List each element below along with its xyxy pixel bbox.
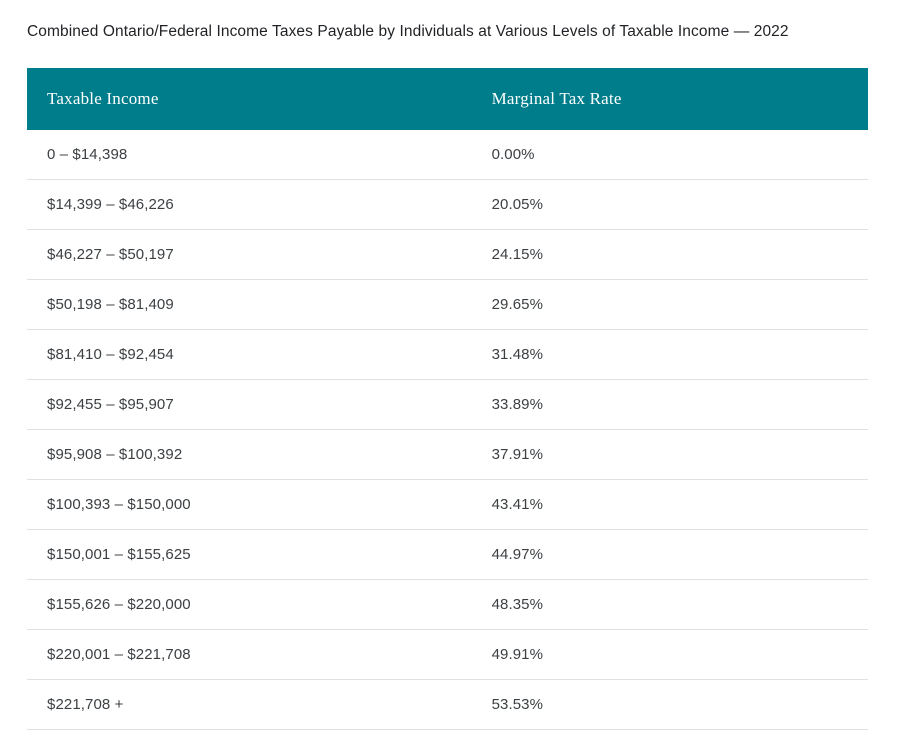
table-row: $81,410 – $92,454 31.48%: [27, 329, 868, 380]
taxable-income-cell: $92,455 – $95,907: [27, 379, 472, 430]
table-row: $46,227 – $50,197 24.15%: [27, 229, 868, 280]
table-row: $221,708 + 53.53%: [27, 679, 868, 730]
taxable-income-cell: $50,198 – $81,409: [27, 279, 472, 330]
taxable-income-cell: $155,626 – $220,000: [27, 579, 472, 630]
marginal-tax-rate-cell: 33.89%: [471, 379, 868, 430]
table-row: $95,908 – $100,392 37.91%: [27, 429, 868, 480]
table-row: $155,626 – $220,000 48.35%: [27, 579, 868, 630]
marginal-tax-rate-cell: 53.53%: [471, 679, 868, 730]
column-header-taxable-income: Taxable Income: [27, 68, 472, 130]
marginal-tax-rate-cell: 31.48%: [471, 329, 868, 380]
table-row: $14,399 – $46,226 20.05%: [27, 179, 868, 230]
page-title: Combined Ontario/Federal Income Taxes Pa…: [27, 23, 789, 40]
marginal-tax-rate-cell: 37.91%: [471, 429, 868, 480]
taxable-income-cell: $95,908 – $100,392: [27, 429, 472, 480]
marginal-tax-rate-cell: 29.65%: [471, 279, 868, 330]
table-row: 0 – $14,398 0.00%: [27, 130, 868, 180]
table-head: Taxable Income Marginal Tax Rate: [27, 68, 868, 130]
table-row: $92,455 – $95,907 33.89%: [27, 379, 868, 430]
page: Combined Ontario/Federal Income Taxes Pa…: [27, 23, 868, 730]
taxable-income-cell: $81,410 – $92,454: [27, 329, 472, 380]
taxable-income-cell: $221,708 +: [27, 679, 472, 730]
column-header-marginal-tax-rate: Marginal Tax Rate: [471, 68, 868, 130]
taxable-income-cell: $220,001 – $221,708: [27, 629, 472, 680]
marginal-tax-rate-cell: 43.41%: [471, 479, 868, 530]
table-row: $50,198 – $81,409 29.65%: [27, 279, 868, 330]
marginal-tax-rate-cell: 20.05%: [471, 179, 868, 230]
taxable-income-cell: $150,001 – $155,625: [27, 529, 472, 580]
table-header-row: Taxable Income Marginal Tax Rate: [27, 68, 868, 130]
table-row: $150,001 – $155,625 44.97%: [27, 529, 868, 580]
taxable-income-cell: $100,393 – $150,000: [27, 479, 472, 530]
taxable-income-cell: 0 – $14,398: [27, 130, 472, 180]
marginal-tax-rate-cell: 44.97%: [471, 529, 868, 580]
table-row: $220,001 – $221,708 49.91%: [27, 629, 868, 680]
table-row: $100,393 – $150,000 43.41%: [27, 479, 868, 530]
marginal-tax-rate-cell: 49.91%: [471, 629, 868, 680]
marginal-tax-rate-cell: 0.00%: [471, 130, 868, 180]
tax-rate-table: Taxable Income Marginal Tax Rate 0 – $14…: [27, 68, 868, 730]
taxable-income-cell: $14,399 – $46,226: [27, 179, 472, 230]
marginal-tax-rate-cell: 48.35%: [471, 579, 868, 630]
marginal-tax-rate-cell: 24.15%: [471, 229, 868, 280]
taxable-income-cell: $46,227 – $50,197: [27, 229, 472, 280]
table-body: 0 – $14,398 0.00% $14,399 – $46,226 20.0…: [27, 130, 868, 730]
